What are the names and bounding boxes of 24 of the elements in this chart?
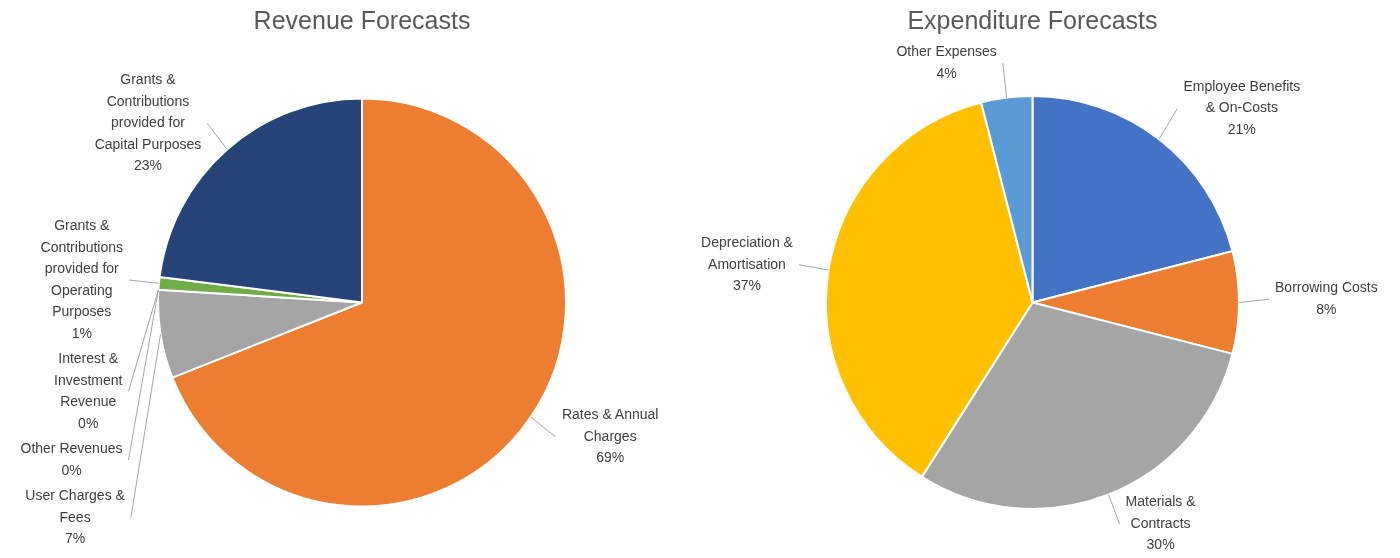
data-label: 1%	[71, 324, 92, 341]
category-label: Other Revenues	[20, 440, 123, 457]
text: 0%	[61, 461, 82, 478]
slice-label: Depreciation & Amortisation	[701, 234, 794, 272]
data-label: 37%	[732, 277, 762, 294]
chart-title: Revenue Forecasts	[253, 6, 471, 35]
slice-label: Employee Benefits & On-Costs	[1183, 77, 1301, 116]
slice-label: Grants & Contributions provided for Capital Purposes	[94, 71, 202, 152]
data-label: 21%	[1227, 120, 1256, 137]
slice-label: Borrowing Costs	[1275, 279, 1378, 296]
category-label: Interest & Investment Revenue	[53, 350, 123, 410]
data-label: 7%	[64, 530, 86, 547]
slice-label: Materials & Contracts	[1125, 493, 1197, 531]
data-label: 30%	[1146, 536, 1175, 553]
chart-title: Expenditure Forecasts	[907, 6, 1158, 35]
data-label: 69%	[596, 449, 625, 466]
slice-label: Other Expenses	[896, 43, 997, 60]
slice-label: Rates & Annual Charges	[561, 406, 659, 444]
data-label: 8%	[1316, 300, 1337, 317]
slice-label: User Charges & Fees	[25, 487, 126, 525]
data-label: 4%	[936, 64, 957, 81]
text: 0%	[78, 414, 99, 431]
slice-label: Grants & Contributions provided for Operating Purposes	[40, 217, 124, 320]
data-label: 23%	[133, 157, 162, 174]
